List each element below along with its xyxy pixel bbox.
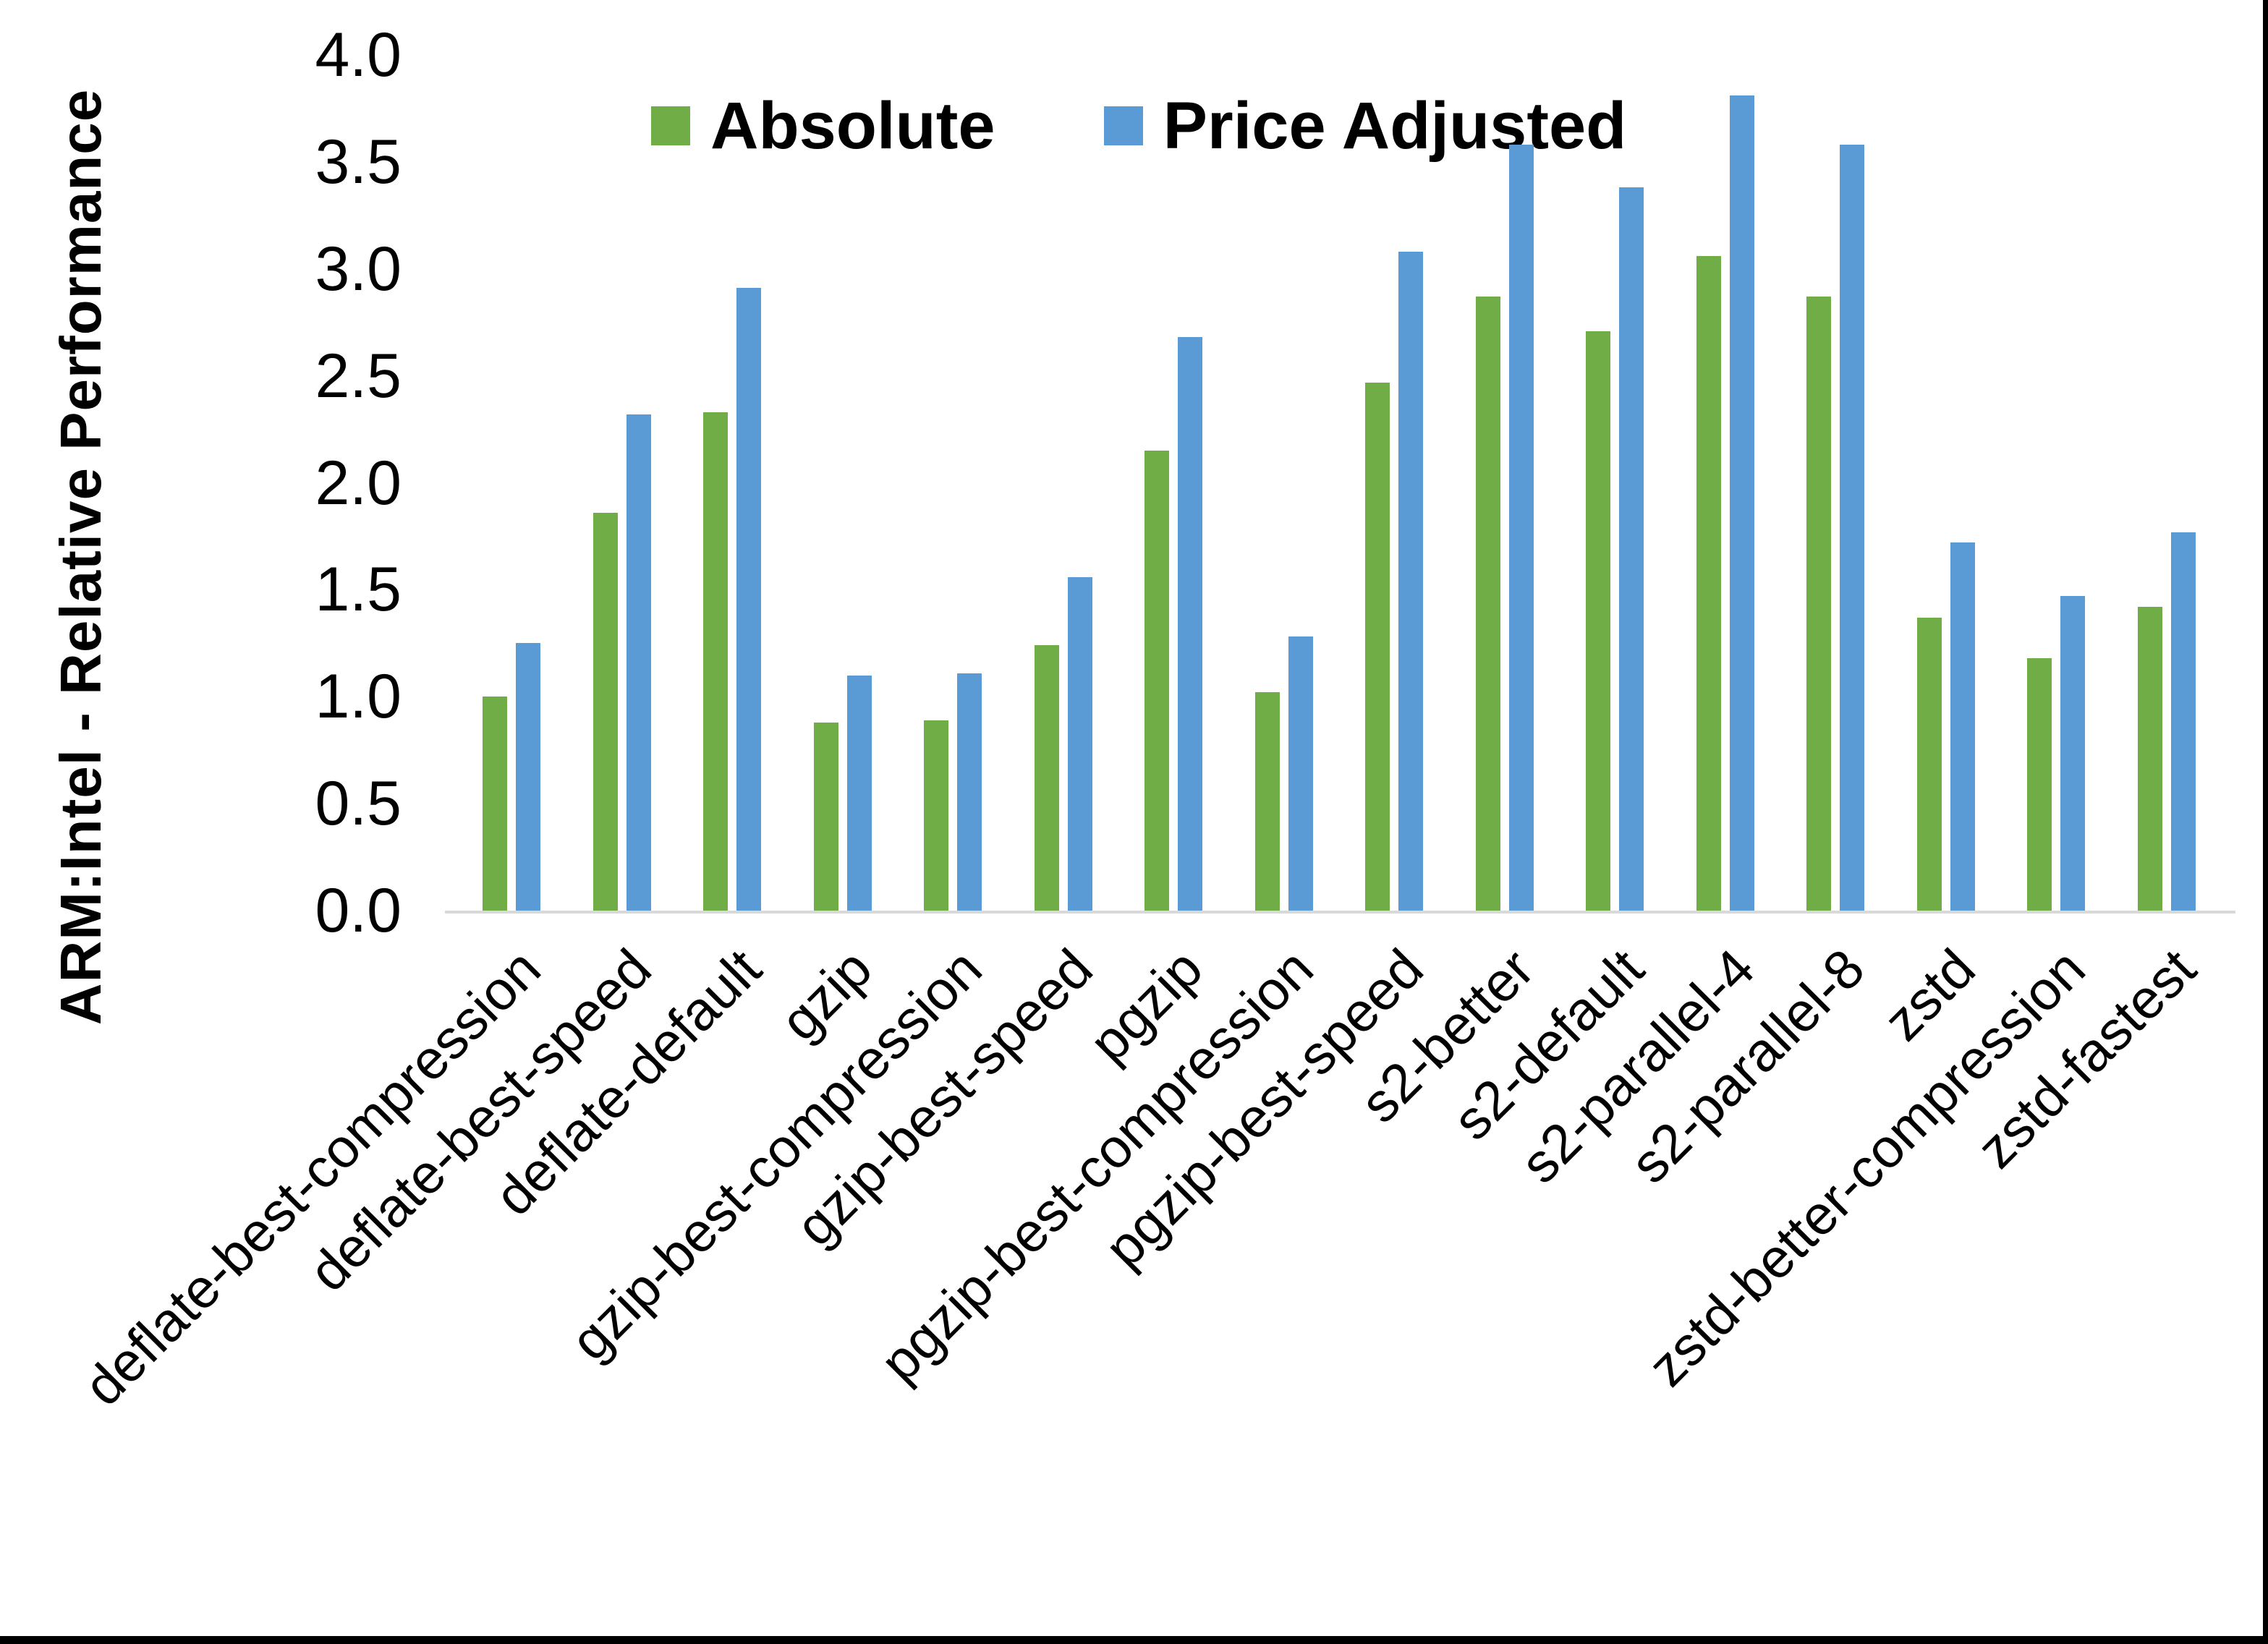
bar-absolute-s2-parallel-8 — [1806, 297, 1831, 911]
legend-item-absolute: Absolute — [651, 93, 995, 159]
bar-absolute-deflate-best-compression — [483, 697, 507, 911]
y-tick-label: 0.5 — [315, 769, 402, 839]
y-tick-label: 4.0 — [315, 20, 402, 90]
bar-price-adjusted-gzip-best-speed — [1067, 576, 1092, 911]
bar-price-adjusted-zstd-better-compression — [2060, 596, 2085, 911]
bar-absolute-zstd — [1916, 617, 1942, 911]
y-tick-label: 1.0 — [315, 662, 402, 732]
bar-price-adjusted-deflate-best-speed — [626, 414, 651, 911]
bar-absolute-s2-default — [1586, 331, 1610, 911]
legend-swatch-price-adjusted-icon — [1103, 106, 1143, 145]
y-tick-label: 0.0 — [315, 876, 402, 945]
x-axis-line — [445, 911, 2235, 913]
legend-label-absolute: Absolute — [710, 89, 995, 163]
bar-price-adjusted-zstd-fastest — [2170, 532, 2196, 911]
y-tick-label: 3.5 — [315, 127, 402, 197]
y-tick-label: 2.0 — [315, 448, 402, 518]
bar-price-adjusted-s2-better — [1508, 145, 1534, 911]
bar-absolute-gzip-best-compression — [924, 720, 948, 911]
bar-price-adjusted-deflate-best-compression — [516, 643, 540, 911]
bar-absolute-s2-parallel-4 — [1696, 256, 1721, 911]
bar-price-adjusted-s2-parallel-4 — [1729, 95, 1754, 911]
bar-price-adjusted-pgzip — [1178, 337, 1202, 911]
right-border — [2263, 0, 2268, 1644]
bar-price-adjusted-zstd — [1950, 542, 1975, 911]
bar-absolute-deflate-best-speed — [593, 512, 618, 911]
y-axis-title: ARM:Intel - Relative Performance — [48, 88, 113, 1026]
legend-label-price-adjusted: Price Adjusted — [1163, 89, 1627, 163]
bar-price-adjusted-pgzip-best-speed — [1398, 252, 1423, 911]
y-tick-label: 3.0 — [315, 234, 402, 304]
bar-absolute-deflate-default — [703, 412, 728, 911]
legend-item-price-adjusted: Price Adjusted — [1103, 89, 1627, 163]
plot-area — [463, 55, 2228, 911]
legend: Absolute Price Adjusted — [651, 93, 1626, 159]
bar-price-adjusted-deflate-default — [736, 288, 761, 911]
bar-absolute-pgzip — [1144, 451, 1169, 911]
bar-absolute-gzip — [813, 722, 838, 911]
bar-absolute-zstd-better-compression — [2027, 658, 2052, 911]
y-tick-label: 1.5 — [315, 555, 402, 625]
y-tick-label: 2.5 — [315, 341, 402, 411]
bar-price-adjusted-s2-default — [1619, 187, 1644, 911]
bottom-border — [0, 1636, 2268, 1644]
bar-price-adjusted-gzip-best-compression — [957, 673, 982, 911]
bar-absolute-zstd-fastest — [2137, 607, 2162, 911]
bar-price-adjusted-gzip — [846, 675, 872, 911]
bar-absolute-pgzip-best-speed — [1365, 382, 1390, 911]
bar-price-adjusted-s2-parallel-8 — [1840, 145, 1864, 911]
bar-absolute-s2-better — [1475, 297, 1500, 911]
bar-absolute-gzip-best-speed — [1034, 645, 1059, 911]
legend-swatch-absolute-icon — [651, 106, 690, 145]
bar-price-adjusted-pgzip-best-compression — [1288, 636, 1313, 911]
bar-absolute-pgzip-best-compression — [1254, 692, 1280, 911]
